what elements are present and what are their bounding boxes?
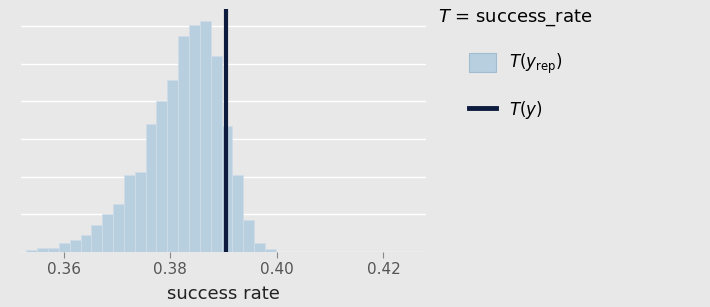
Bar [222, 126, 232, 252]
Bar [156, 100, 168, 252]
Bar [265, 250, 276, 252]
Bar [124, 175, 135, 252]
X-axis label: success rate: success rate [168, 286, 280, 304]
Bar [80, 235, 92, 252]
Bar [70, 240, 80, 252]
Bar [48, 248, 59, 252]
Bar [168, 80, 178, 252]
Bar [200, 21, 211, 252]
Legend: $T(y_{\rm rep})$, $T(y)$: $T(y_{\rm rep})$, $T(y)$ [438, 8, 593, 121]
Bar [113, 204, 124, 252]
Bar [254, 243, 265, 252]
Bar [102, 214, 113, 252]
Bar [211, 56, 222, 252]
Bar [146, 124, 156, 252]
Bar [4, 251, 16, 252]
Bar [26, 250, 37, 252]
Bar [59, 243, 70, 252]
Bar [189, 25, 200, 252]
Bar [37, 248, 48, 252]
Bar [178, 36, 189, 252]
Bar [244, 220, 254, 252]
Bar [232, 175, 244, 252]
Bar [92, 225, 102, 252]
Bar [135, 172, 146, 252]
